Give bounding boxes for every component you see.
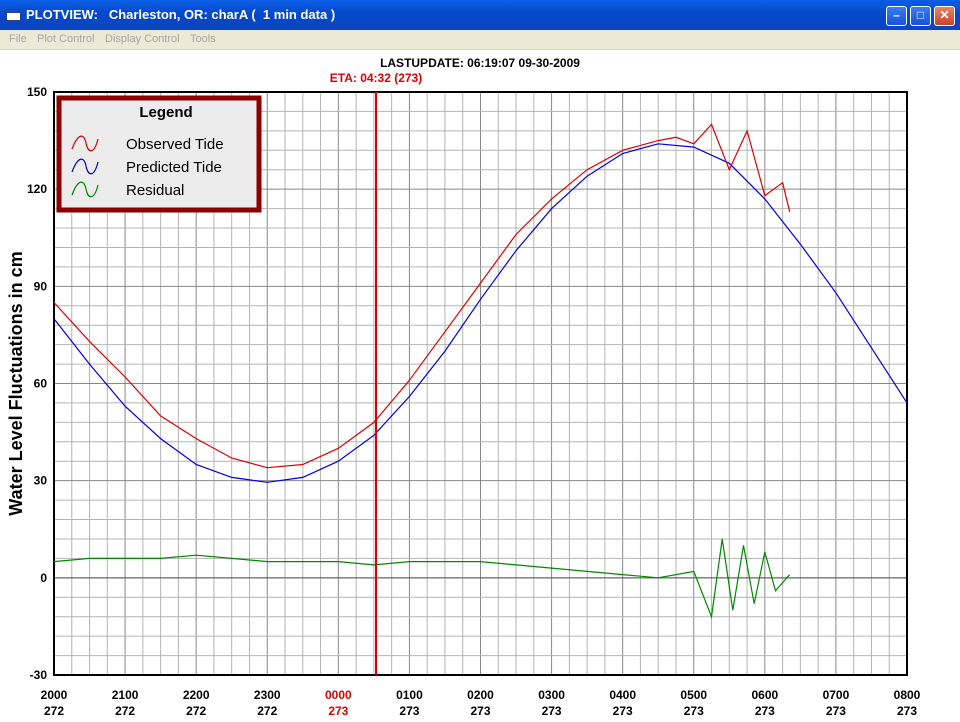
menu-tools[interactable]: Tools (190, 33, 216, 45)
x-tick-day-label: 272 (44, 704, 64, 718)
x-tick-day-label: 272 (257, 704, 277, 718)
title-bar: PLOTVIEW: Charleston, OR: charA ( 1 min … (0, 0, 960, 30)
x-tick-day-label: 272 (186, 704, 206, 718)
plot-frame (53, 91, 908, 676)
x-tick-time-label: 0500 (680, 688, 707, 702)
legend-entry-label: Residual (126, 182, 184, 199)
x-tick-time-label: 0100 (396, 688, 423, 702)
x-tick-time-label: 2000 (41, 688, 68, 702)
window-icon[interactable] (6, 9, 21, 21)
close-button[interactable]: ✕ (934, 6, 955, 26)
x-tick-time-label: 0700 (823, 688, 850, 702)
x-tick-time-label: 2100 (112, 688, 139, 702)
x-tick-day-label: 273 (897, 704, 917, 718)
x-tick-day-label: 272 (115, 704, 135, 718)
legend-box (56, 95, 262, 213)
x-tick-day-label: 273 (684, 704, 704, 718)
y-tick-label: 90 (34, 279, 48, 293)
legend-residual-icon (71, 181, 99, 198)
maximize-button[interactable]: □ (910, 6, 931, 26)
menu-file[interactable]: File (9, 33, 27, 45)
eta-label: ETA: 04:32 (273) (330, 71, 422, 85)
x-tick-time-label: 2300 (254, 688, 281, 702)
last-update-label: LASTUPDATE: 06:19:07 09-30-2009 (380, 56, 580, 70)
x-tick-time-label: 0200 (467, 688, 494, 702)
window-title: PLOTVIEW: Charleston, OR: charA ( 1 min … (26, 7, 336, 22)
close-icon: ✕ (939, 8, 950, 22)
x-tick-day-label: 273 (328, 704, 348, 718)
menu-plot-control[interactable]: Plot Control (37, 33, 95, 45)
legend-predicted-icon (71, 158, 99, 175)
x-tick-time-label: 0400 (609, 688, 636, 702)
x-tick-day-label: 273 (613, 704, 633, 718)
y-tick-label: 120 (27, 182, 47, 196)
y-axis-label: Water Level Fluctuations in cm (6, 251, 26, 515)
legend-observed-icon (71, 135, 99, 152)
menu-display-control[interactable]: Display Control (105, 33, 180, 45)
predicted-tide-line (53, 143, 908, 483)
y-tick-label: -30 (30, 668, 48, 682)
legend-title: Legend (139, 104, 192, 121)
x-tick-time-label: 2200 (183, 688, 210, 702)
observed-tide-line (53, 123, 791, 469)
minimize-icon: – (893, 8, 900, 22)
legend-entry-label: Observed Tide (126, 136, 224, 153)
y-tick-label: 0 (40, 571, 47, 585)
x-tick-day-label: 273 (755, 704, 775, 718)
residual-line (53, 538, 791, 620)
x-tick-day-label: 273 (826, 704, 846, 718)
x-tick-day-label: 273 (470, 704, 490, 718)
minimize-button[interactable]: – (886, 6, 907, 26)
menu-bar: File Plot Control Display Control Tools (0, 30, 960, 50)
x-tick-time-label: 0800 (894, 688, 921, 702)
y-tick-label: 60 (34, 377, 48, 391)
y-tick-label: 30 (34, 474, 48, 488)
x-tick-time-label: 0000 (325, 688, 352, 702)
y-tick-label: 150 (27, 85, 47, 99)
maximize-icon: □ (916, 8, 925, 22)
x-tick-day-label: 273 (542, 704, 562, 718)
x-tick-day-label: 273 (399, 704, 419, 718)
x-tick-time-label: 0600 (751, 688, 778, 702)
x-tick-time-label: 0300 (538, 688, 565, 702)
legend-entry-label: Predicted Tide (126, 159, 222, 176)
